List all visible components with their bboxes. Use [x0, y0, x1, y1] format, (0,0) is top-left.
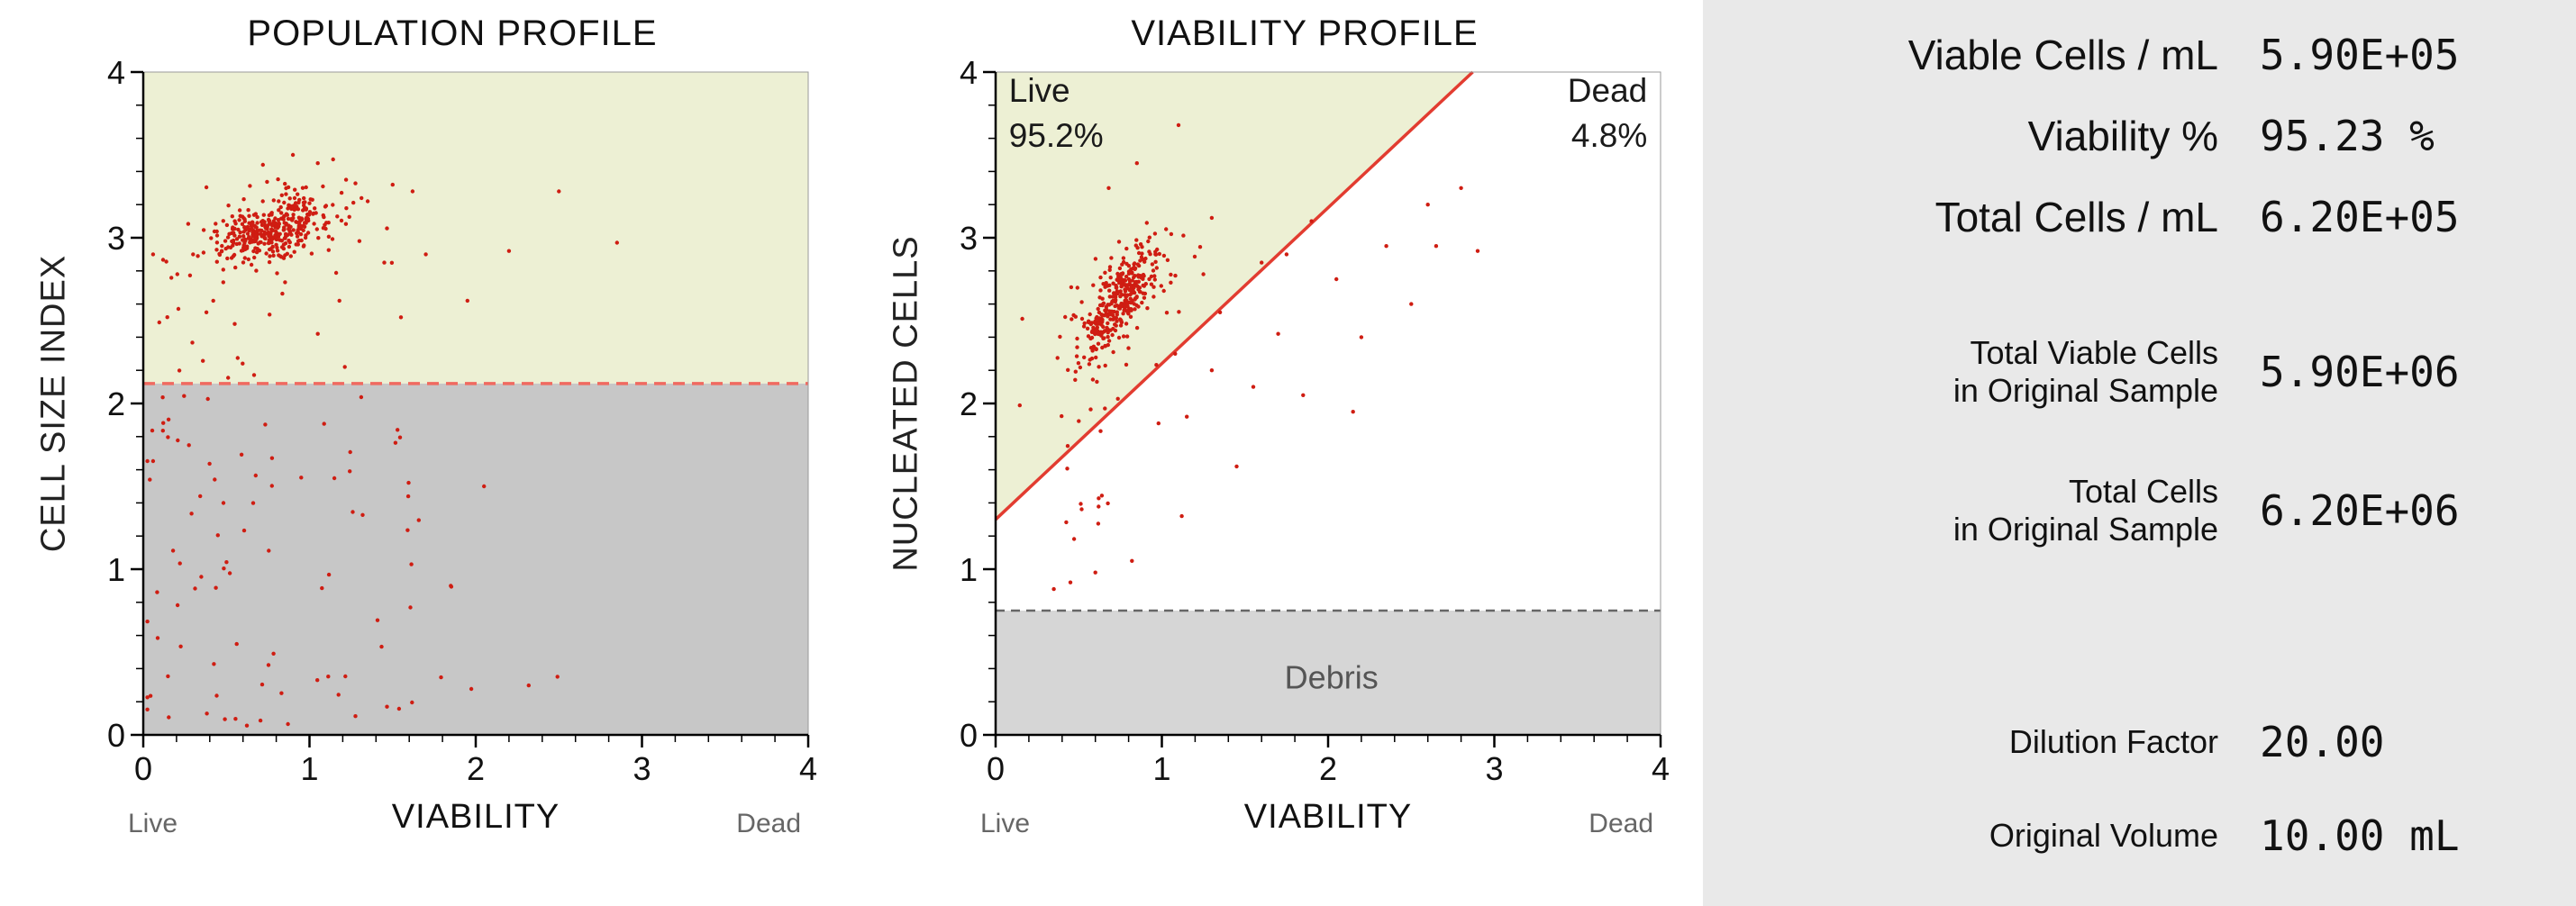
viability-y-axis: NUCLEATED CELLS [872, 61, 940, 791]
result-row-dilution-factor: Dilution Factor 20.00 [1714, 715, 2554, 769]
x-tick-label: 3 [1485, 750, 1503, 787]
viability-x-axis: Live VIABILITY Dead [872, 791, 1670, 863]
x-tick-label: 0 [134, 750, 152, 787]
result-value: 6.20E+06 [2260, 486, 2460, 535]
viability-x-axis-label: VIABILITY [1243, 798, 1413, 836]
result-row-total-viable-cells-original: Total Viable Cells in Original Sample 5.… [1714, 322, 2554, 421]
y-tick-label: 2 [960, 385, 978, 422]
result-label: Total Cells / mL [1934, 193, 2218, 240]
x-tick-label: 1 [300, 750, 318, 787]
x-tick-label: 0 [987, 750, 1005, 787]
x-end-label-dead: Dead [736, 809, 801, 838]
result-value: 20.00 [2260, 718, 2385, 766]
viability-profile-title: VIABILITY PROFILE [1131, 14, 1479, 53]
y-tick-label: 1 [960, 551, 978, 588]
population-y-axis: CELL SIZE INDEX [20, 61, 87, 791]
x-end-label-live: Live [128, 809, 178, 838]
viability-profile-plot: 00 1 1 2 2 3 3 4 4 Live 95.2% Dead 4.8% Debris [960, 61, 1670, 787]
y-tick-label: 0 [107, 717, 125, 754]
region-annotation: Dead [1568, 72, 1647, 109]
debris-size-region [143, 383, 808, 735]
region-annotation: 4.8% [1571, 117, 1647, 154]
y-tick-label: 3 [960, 220, 978, 257]
x-tick-label: 4 [1652, 750, 1670, 787]
result-label: Viable Cells / mL [1907, 31, 2218, 78]
result-row-original-volume: Original Volume 10.00 mL [1714, 809, 2554, 863]
result-value: 6.20E+05 [2260, 193, 2460, 241]
population-profile-title: POPULATION PROFILE [247, 14, 658, 53]
x-tick-label: 4 [799, 750, 817, 787]
result-value: 5.90E+06 [2260, 348, 2460, 396]
y-tick-label: 0 [960, 717, 978, 754]
result-row-viability-percent: Viability % 95.23 % [1714, 95, 2554, 177]
viability-threshold-line [994, 70, 1474, 521]
result-row-total-cells-original: Total Cells in Original Sample 6.20E+06 [1714, 461, 2554, 560]
region-annotation: 95.2% [1009, 117, 1104, 154]
population-y-axis-label: CELL SIZE INDEX [34, 254, 72, 553]
result-label: Original Volume [1989, 816, 2218, 854]
y-tick-label: 4 [107, 61, 125, 91]
result-value: 10.00 mL [2260, 811, 2460, 860]
y-tick-label: 4 [960, 61, 978, 91]
scatter-points [145, 152, 619, 728]
result-label: Dilution Factor [2008, 722, 2218, 760]
result-row-total-cells-per-ml: Total Cells / mL 6.20E+05 [1714, 177, 2554, 258]
viability-y-axis-label: NUCLEATED CELLS [887, 235, 924, 572]
y-tick-label: 3 [107, 220, 125, 257]
result-value: 5.90E+05 [2260, 31, 2460, 79]
result-label: Total Viable Cells in Original Sample [1952, 333, 2218, 409]
x-tick-label: 3 [633, 750, 651, 787]
region-annotation: Live [1009, 72, 1070, 109]
result-label: Viability % [2027, 112, 2218, 159]
scatter-points [1017, 122, 1480, 592]
debris-region [996, 611, 1661, 735]
x-tick-label: 1 [1152, 750, 1170, 787]
x-end-label-dead: Dead [1588, 809, 1653, 838]
population-x-axis-label: VIABILITY [391, 798, 560, 836]
y-tick-label: 1 [107, 551, 125, 588]
axis-ticks [131, 70, 810, 747]
population-x-axis: Live VIABILITY Dead [20, 791, 817, 863]
x-tick-label: 2 [467, 750, 485, 787]
results-panel: Viable Cells / mL 5.90E+05 Viability % 9… [1703, 0, 2576, 906]
x-tick-label: 2 [1319, 750, 1337, 787]
region-annotation: Debris [1285, 658, 1379, 695]
result-label: Total Cells in Original Sample [1952, 472, 2218, 548]
result-row-viable-cells-per-ml: Viable Cells / mL 5.90E+05 [1714, 14, 2554, 95]
y-tick-label: 2 [107, 385, 125, 422]
x-end-label-live: Live [980, 809, 1031, 838]
population-profile-plot: 00 1 1 2 2 3 3 4 4 [107, 61, 817, 787]
result-value: 95.23 % [2260, 112, 2435, 160]
axis-ticks [983, 70, 1662, 747]
